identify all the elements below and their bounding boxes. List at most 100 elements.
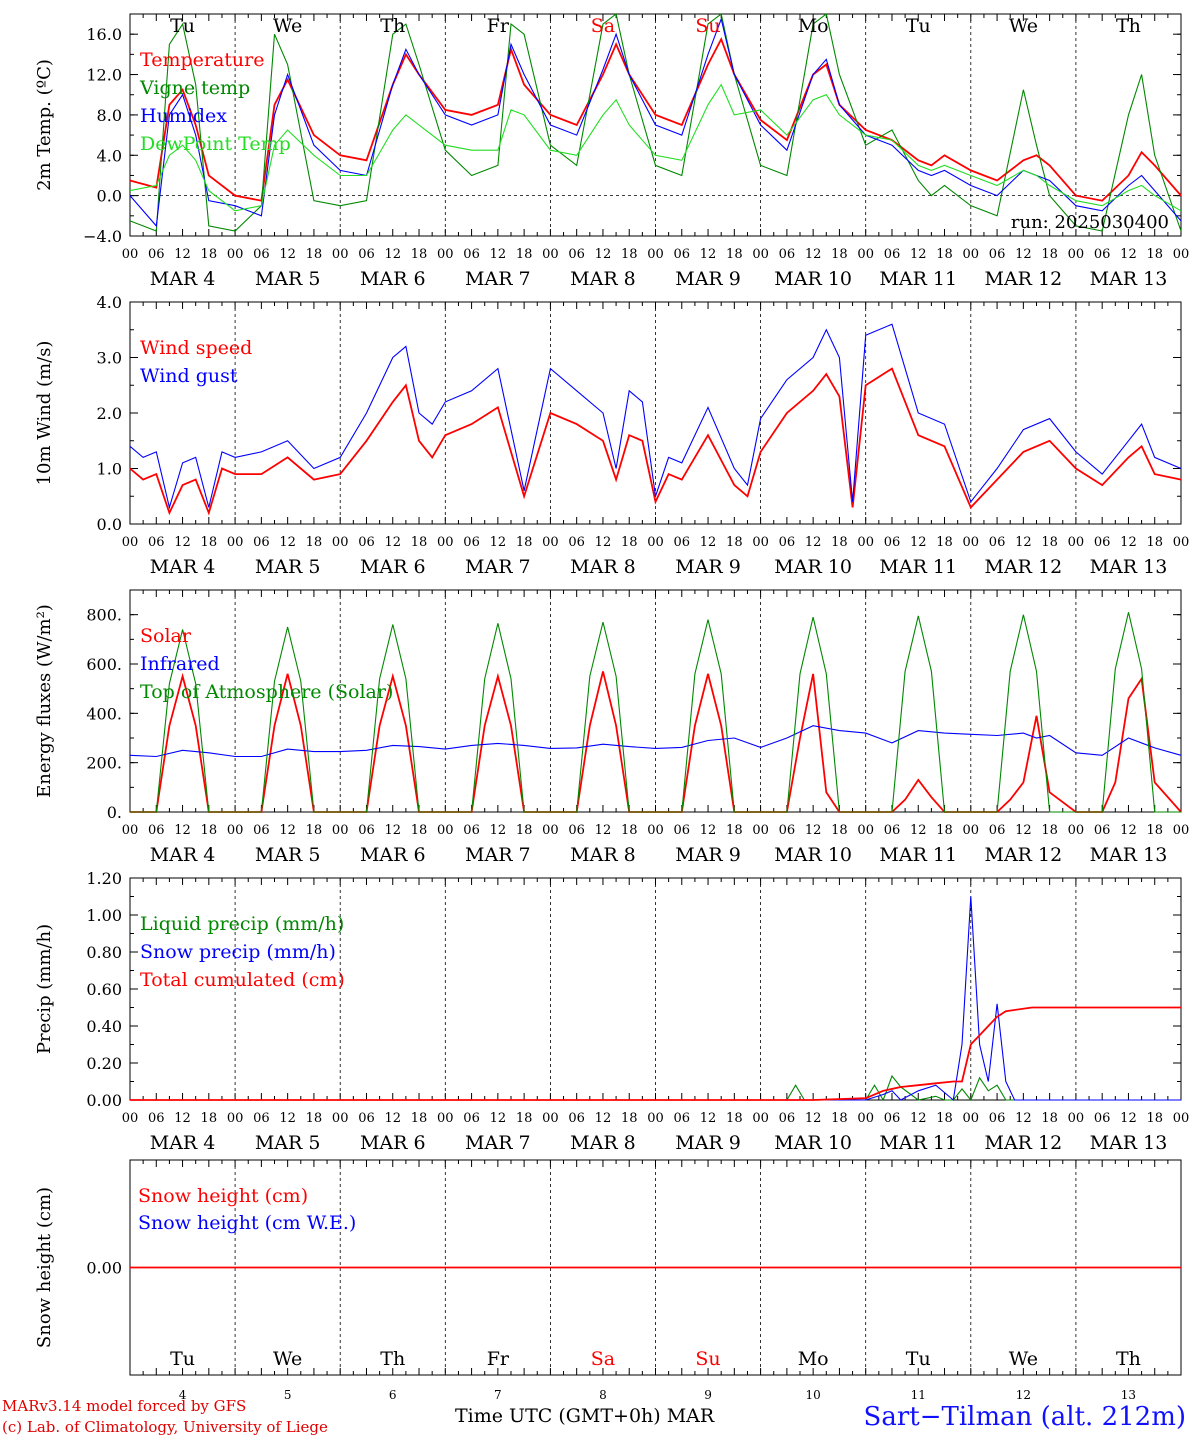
hour-label: 12 xyxy=(490,823,507,838)
hour-label: 12 xyxy=(805,247,822,262)
hour-label: 06 xyxy=(1094,1111,1111,1126)
day-number: 12 xyxy=(1016,1388,1031,1402)
hour-label: 00 xyxy=(437,247,454,262)
hour-label: 12 xyxy=(1120,823,1137,838)
date-label: MAR 4 xyxy=(150,268,216,290)
hour-label: 06 xyxy=(884,823,901,838)
day-name: Fr xyxy=(487,1348,510,1370)
y-tick-label: 0. xyxy=(107,803,122,822)
hour-label: 00 xyxy=(122,823,139,838)
hour-label: 12 xyxy=(595,1111,612,1126)
hour-label: 12 xyxy=(174,1111,191,1126)
day-number: 10 xyxy=(806,1388,821,1402)
date-label: MAR 10 xyxy=(774,556,852,578)
hour-label: 06 xyxy=(568,247,585,262)
hour-label: 12 xyxy=(595,535,612,550)
hour-label: 00 xyxy=(963,1111,980,1126)
hour-label: 00 xyxy=(1068,1111,1085,1126)
hour-label: 18 xyxy=(306,823,323,838)
date-label: MAR 4 xyxy=(150,556,216,578)
hour-label: 12 xyxy=(1120,535,1137,550)
date-label: MAR 11 xyxy=(879,556,957,578)
day-name: Th xyxy=(380,15,405,37)
date-label: MAR 5 xyxy=(255,1132,321,1154)
hour-label: 18 xyxy=(621,535,638,550)
hour-label: 18 xyxy=(1146,823,1163,838)
hour-label: 12 xyxy=(279,247,296,262)
hour-label: 18 xyxy=(411,1111,428,1126)
y-tick-label: 0.00 xyxy=(86,1259,122,1278)
day-number: 4 xyxy=(179,1388,187,1402)
day-name: We xyxy=(273,1348,302,1370)
y-tick-label: 0.60 xyxy=(86,980,122,999)
hour-label: 06 xyxy=(884,535,901,550)
hour-label: 12 xyxy=(595,823,612,838)
hour-label: 18 xyxy=(516,247,533,262)
y-tick-label: 4.0 xyxy=(97,293,122,312)
hour-label: 18 xyxy=(621,823,638,838)
legend-entry: Snow precip (mm/h) xyxy=(140,941,336,963)
hour-label: 18 xyxy=(831,247,848,262)
y-axis-label: Precip (mm/h) xyxy=(34,924,55,1054)
hour-label: 06 xyxy=(1094,247,1111,262)
hour-label: 18 xyxy=(1041,823,1058,838)
date-label: MAR 5 xyxy=(255,268,321,290)
date-label: MAR 7 xyxy=(465,268,531,290)
hour-label: 18 xyxy=(306,247,323,262)
hour-label: 00 xyxy=(752,535,769,550)
legend-entry: Snow height (cm W.E.) xyxy=(138,1212,356,1234)
hour-label: 00 xyxy=(857,1111,874,1126)
hour-label: 18 xyxy=(516,1111,533,1126)
hour-label: 12 xyxy=(700,535,717,550)
hour-label: 00 xyxy=(963,535,980,550)
date-label: MAR 13 xyxy=(1090,1132,1168,1154)
legend-entry: Infrared xyxy=(140,653,220,675)
hour-label: 00 xyxy=(647,535,664,550)
date-label: MAR 4 xyxy=(150,1132,216,1154)
hour-label: 06 xyxy=(884,1111,901,1126)
hour-label: 06 xyxy=(358,1111,375,1126)
hour-label: 18 xyxy=(936,247,953,262)
hour-label: 00 xyxy=(227,535,244,550)
hour-label: 18 xyxy=(1041,1111,1058,1126)
day-number: 8 xyxy=(599,1388,607,1402)
hour-label: 00 xyxy=(752,1111,769,1126)
hour-label: 00 xyxy=(227,1111,244,1126)
hour-label: 00 xyxy=(857,247,874,262)
hour-label: 00 xyxy=(542,535,559,550)
date-label: MAR 9 xyxy=(675,844,741,866)
hour-label: 06 xyxy=(358,247,375,262)
series-line xyxy=(129,36,1182,202)
hour-label: 12 xyxy=(910,535,927,550)
hour-label: 12 xyxy=(174,247,191,262)
series-line xyxy=(129,17,1182,228)
date-label: MAR 4 xyxy=(150,844,216,866)
date-label: MAR 10 xyxy=(774,1132,852,1154)
y-tick-label: 12.0 xyxy=(86,66,122,85)
hour-label: 00 xyxy=(542,1111,559,1126)
hour-label: 00 xyxy=(647,823,664,838)
hour-label: 12 xyxy=(279,823,296,838)
hour-label: 12 xyxy=(1120,1111,1137,1126)
date-label: MAR 11 xyxy=(879,844,957,866)
hour-label: 12 xyxy=(1120,247,1137,262)
hour-label: 18 xyxy=(1041,535,1058,550)
date-label: MAR 11 xyxy=(879,1132,957,1154)
hour-label: 18 xyxy=(831,823,848,838)
hour-label: 18 xyxy=(411,247,428,262)
hour-label: 12 xyxy=(910,247,927,262)
hour-label: 00 xyxy=(1068,247,1085,262)
hour-label: 12 xyxy=(910,1111,927,1126)
hour-label: 06 xyxy=(568,823,585,838)
hour-label: 00 xyxy=(332,1111,349,1126)
hour-label: 18 xyxy=(621,247,638,262)
hour-label: 00 xyxy=(1173,535,1190,550)
hour-label: 12 xyxy=(279,1111,296,1126)
hour-label: 18 xyxy=(726,1111,743,1126)
date-label: MAR 10 xyxy=(774,268,852,290)
hour-label: 12 xyxy=(490,1111,507,1126)
hour-label: 06 xyxy=(779,247,796,262)
y-tick-label: 4.0 xyxy=(97,146,122,165)
y-tick-label: 400. xyxy=(86,704,122,723)
hour-label: 06 xyxy=(463,1111,480,1126)
